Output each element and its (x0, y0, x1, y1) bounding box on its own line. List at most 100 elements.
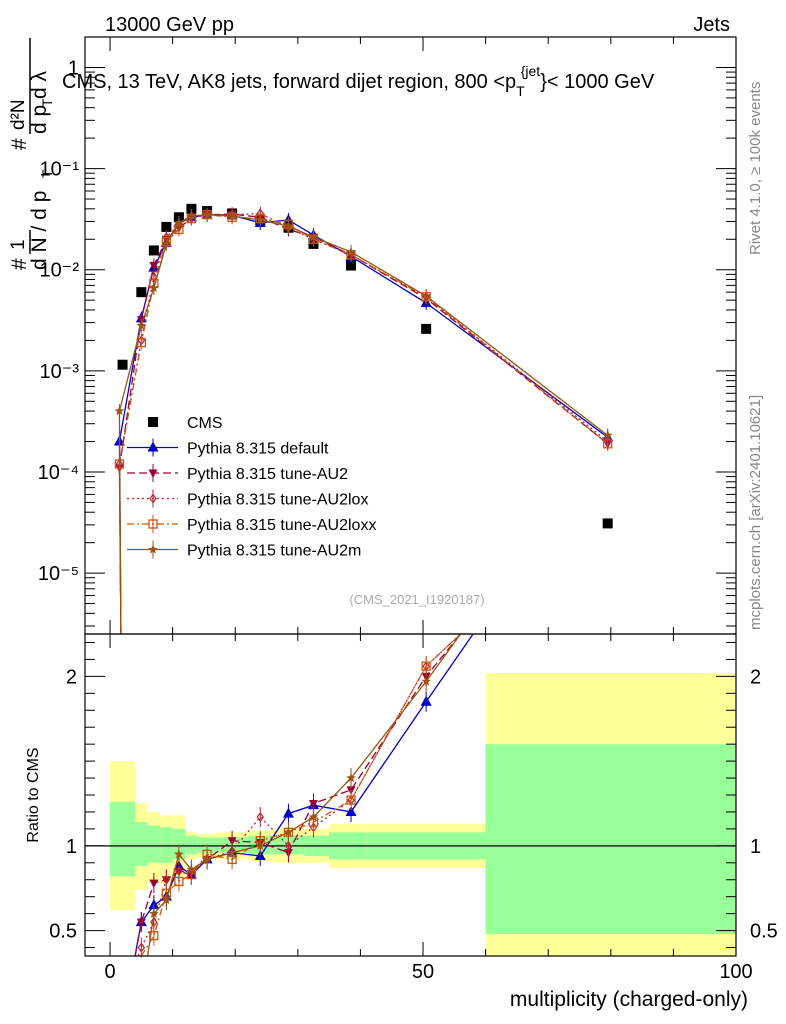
svg-text:T: T (39, 98, 55, 107)
ratio-point (282, 807, 294, 818)
stat-band (135, 822, 148, 867)
analysis-id: (CMS_2021_I1920187) (349, 592, 484, 607)
header-right: Jets (693, 14, 730, 36)
stat-band (185, 835, 198, 855)
ratio-point (149, 931, 159, 941)
ratio-point (186, 864, 197, 874)
data-point (149, 262, 159, 271)
ratio-point (283, 827, 294, 837)
ratio-series-1 (134, 633, 462, 957)
svg-text:T: T (39, 169, 55, 178)
y-label-hash2: # (8, 138, 31, 150)
ratio-tick-label-right: 2 (750, 666, 761, 688)
data-point (117, 359, 128, 370)
legend-entry: Pythia 8.315 tune-AU2m (127, 540, 361, 560)
legend-marker (148, 544, 158, 554)
x-tick-label: 50 (412, 961, 434, 983)
header-left: 13000 GeV pp (105, 14, 234, 36)
data-point (602, 430, 613, 440)
ratio-point (421, 661, 431, 671)
ratio-point (346, 773, 356, 783)
main-frame (84, 36, 737, 635)
legend-entry: Pythia 8.315 default (127, 438, 329, 458)
stat-band (485, 744, 736, 934)
y-label-hash1: # (8, 258, 31, 270)
data-point (227, 211, 237, 220)
legend: CMS Pythia 8.315 default Pythia 8.315 tune… (127, 415, 376, 560)
data-point (136, 320, 147, 330)
ratio-point (161, 895, 172, 905)
data-point (602, 518, 613, 529)
y-tick-label: 1 (68, 57, 79, 79)
legend-marker (149, 493, 157, 504)
legend-entry: CMS (148, 415, 223, 432)
y-tick-label: 10⁻⁴ (38, 462, 79, 484)
y-label-d2n: d²N (8, 99, 29, 130)
ratio-tick-label-right: 1 (750, 836, 761, 858)
legend-label: Pythia 8.315 tune-AU2 (187, 466, 348, 483)
legend-entry: Pythia 8.315 tune-AU2lox (127, 489, 368, 509)
ratio-tick-label: 1 (66, 836, 77, 858)
x-axis-label: multiplicity (charged-only) (510, 988, 748, 1011)
ratio-series-2 (137, 633, 462, 958)
ratio-line (137, 633, 462, 957)
y-tick-label: 10⁻³ (40, 361, 80, 383)
data-point (161, 221, 172, 232)
ratio-point (420, 695, 432, 706)
data-point (186, 203, 197, 214)
legend-entry: Pythia 8.315 tune-AU2 (127, 464, 348, 483)
ratio-series-3 (140, 633, 462, 957)
y-tick-label: 10⁻⁵ (38, 563, 79, 585)
legend-marker (148, 417, 158, 427)
data-point (148, 245, 159, 256)
ratio-tick-label: 2 (66, 666, 77, 688)
data-point (149, 283, 159, 292)
legend-marker (148, 519, 158, 529)
ratio-point (174, 849, 184, 859)
ratio-point (149, 879, 159, 889)
ratio-line (140, 633, 462, 957)
data-point (255, 215, 265, 225)
legend-marker (147, 441, 159, 452)
data-point (421, 323, 432, 334)
legend-marker (148, 469, 158, 478)
data-point (421, 291, 431, 300)
ratio-bands (85, 672, 736, 956)
legend-entry: Pythia 8.315 tune-AU2loxx (127, 515, 376, 534)
stat-band (147, 825, 161, 863)
x-tick-label: 0 (104, 961, 115, 983)
svg-text:CMS, 13 TeV, AK8 jets, forward: CMS, 13 TeV, AK8 jets, forward dijet reg… (62, 63, 655, 99)
ratio-point (202, 854, 212, 864)
data-point (346, 246, 356, 256)
data-point (161, 238, 172, 248)
data-point (346, 260, 357, 271)
series-drop (118, 411, 122, 635)
ratio-point (346, 795, 356, 805)
y-tick-label: 10⁻² (40, 260, 80, 282)
ratio-point (421, 676, 431, 686)
legend-label: Pythia 8.315 tune-AU2m (187, 543, 361, 560)
ratio-point (255, 840, 265, 850)
stat-band (160, 827, 173, 863)
stat-band (172, 828, 186, 860)
main-y-label: # 1 d N / d p T # d²N d p d λ T (8, 38, 55, 270)
legend-label: CMS (187, 415, 223, 432)
ratio-tick-label: 0.5 (49, 921, 77, 943)
data-point (186, 211, 197, 220)
series-line (118, 214, 609, 436)
ratio-point (308, 799, 318, 809)
data-point (174, 217, 184, 227)
ratio-line (146, 633, 462, 957)
ratio-point (256, 812, 265, 823)
data-point (202, 209, 212, 219)
mcplots-label: mcplots.cern.ch [arXiv:2401.10621] (747, 395, 764, 630)
x-axis-ticks: 0 50 100 (104, 37, 753, 983)
ratio-y-ticks: 0.5 0.5 1 1 2 2 (49, 641, 778, 949)
ratio-point (149, 908, 159, 918)
data-point (283, 221, 294, 231)
rivet-label: Rivet 4.1.0, ≥ 100k events (747, 82, 764, 255)
main-y-ticks: 1 10⁻¹ 10⁻² 10⁻³ 10⁻⁴ 10⁻⁵ (38, 57, 736, 627)
ratio-point (136, 918, 146, 928)
y-label-one: 1 (8, 239, 29, 250)
